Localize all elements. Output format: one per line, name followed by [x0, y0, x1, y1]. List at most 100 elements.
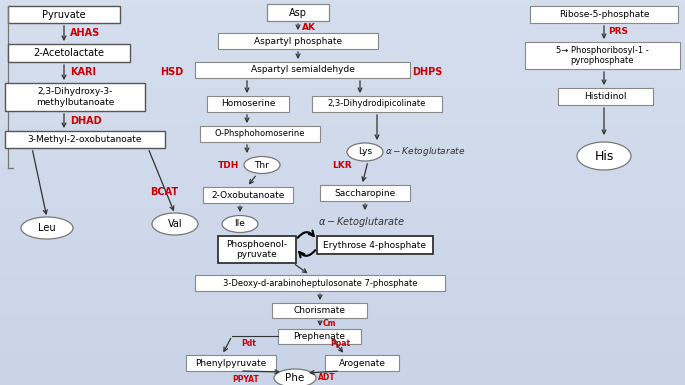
Bar: [0, 211, 685, 212]
Bar: [0, 177, 685, 178]
Bar: [0, 128, 685, 129]
Bar: [0, 217, 685, 218]
Bar: [0, 335, 685, 336]
Bar: [0, 106, 685, 107]
Bar: [0, 305, 685, 306]
Ellipse shape: [577, 142, 631, 170]
Bar: [0, 6, 685, 7]
Bar: [0, 90, 685, 91]
Bar: [0, 301, 685, 302]
Bar: [0, 158, 685, 159]
Bar: [0, 300, 685, 301]
Bar: [0, 186, 685, 187]
Bar: [0, 150, 685, 151]
Bar: [0, 9, 685, 10]
Bar: [0, 86, 685, 87]
Bar: [0, 194, 685, 195]
Bar: [0, 254, 685, 255]
Bar: [0, 140, 685, 141]
Bar: [0, 378, 685, 379]
Bar: [0, 170, 685, 171]
Bar: [0, 182, 685, 183]
Text: AK: AK: [302, 22, 316, 32]
FancyBboxPatch shape: [218, 33, 378, 49]
Text: ADT: ADT: [318, 373, 336, 383]
Bar: [0, 68, 685, 69]
Bar: [0, 166, 685, 167]
Text: Leu: Leu: [38, 223, 55, 233]
Bar: [0, 19, 685, 20]
Bar: [0, 384, 685, 385]
Bar: [0, 119, 685, 120]
Bar: [0, 56, 685, 57]
Text: Cm: Cm: [323, 318, 336, 328]
Bar: [0, 20, 685, 21]
Bar: [0, 317, 685, 318]
Bar: [0, 354, 685, 355]
Bar: [0, 41, 685, 42]
Bar: [0, 72, 685, 73]
FancyBboxPatch shape: [186, 355, 276, 371]
Bar: [0, 26, 685, 27]
Bar: [0, 92, 685, 93]
Bar: [0, 245, 685, 246]
Bar: [0, 220, 685, 221]
Bar: [0, 379, 685, 380]
Bar: [0, 316, 685, 317]
Bar: [0, 383, 685, 384]
Bar: [0, 341, 685, 342]
Bar: [0, 22, 685, 23]
Bar: [0, 264, 685, 265]
Bar: [0, 98, 685, 99]
Bar: [0, 187, 685, 188]
Text: 2-Acetolactate: 2-Acetolactate: [34, 48, 105, 58]
Bar: [0, 252, 685, 253]
Bar: [0, 371, 685, 372]
Bar: [0, 196, 685, 197]
Bar: [0, 82, 685, 83]
Bar: [0, 93, 685, 94]
Bar: [0, 11, 685, 12]
Bar: [0, 342, 685, 343]
Bar: [0, 231, 685, 232]
Bar: [0, 224, 685, 225]
Bar: [0, 175, 685, 176]
Bar: [0, 314, 685, 315]
Bar: [0, 225, 685, 226]
Bar: [0, 313, 685, 314]
Bar: [0, 198, 685, 199]
Bar: [0, 290, 685, 291]
Bar: [0, 48, 685, 49]
Bar: [0, 205, 685, 206]
Bar: [0, 330, 685, 331]
Text: 5→ Phosphoribosyl-1 -
pyrophosphate: 5→ Phosphoribosyl-1 - pyrophosphate: [556, 46, 649, 65]
Bar: [0, 204, 685, 205]
Bar: [0, 240, 685, 241]
Text: His: His: [595, 149, 614, 162]
Bar: [0, 356, 685, 357]
Bar: [0, 62, 685, 63]
Bar: [0, 95, 685, 96]
Bar: [0, 351, 685, 352]
Bar: [0, 96, 685, 97]
Ellipse shape: [347, 143, 383, 161]
Bar: [0, 145, 685, 146]
Bar: [0, 116, 685, 117]
Bar: [0, 303, 685, 304]
FancyBboxPatch shape: [203, 187, 293, 203]
Bar: [0, 293, 685, 294]
Bar: [0, 382, 685, 383]
Bar: [0, 180, 685, 181]
Bar: [0, 216, 685, 217]
Bar: [0, 239, 685, 240]
Bar: [0, 169, 685, 170]
Bar: [0, 244, 685, 245]
Bar: [0, 5, 685, 6]
Bar: [0, 246, 685, 247]
Text: 2,3-Dihydrodipicolinate: 2,3-Dihydrodipicolinate: [328, 99, 426, 109]
Bar: [0, 7, 685, 8]
Bar: [0, 153, 685, 154]
Bar: [0, 367, 685, 368]
Bar: [0, 101, 685, 102]
Bar: [0, 292, 685, 293]
